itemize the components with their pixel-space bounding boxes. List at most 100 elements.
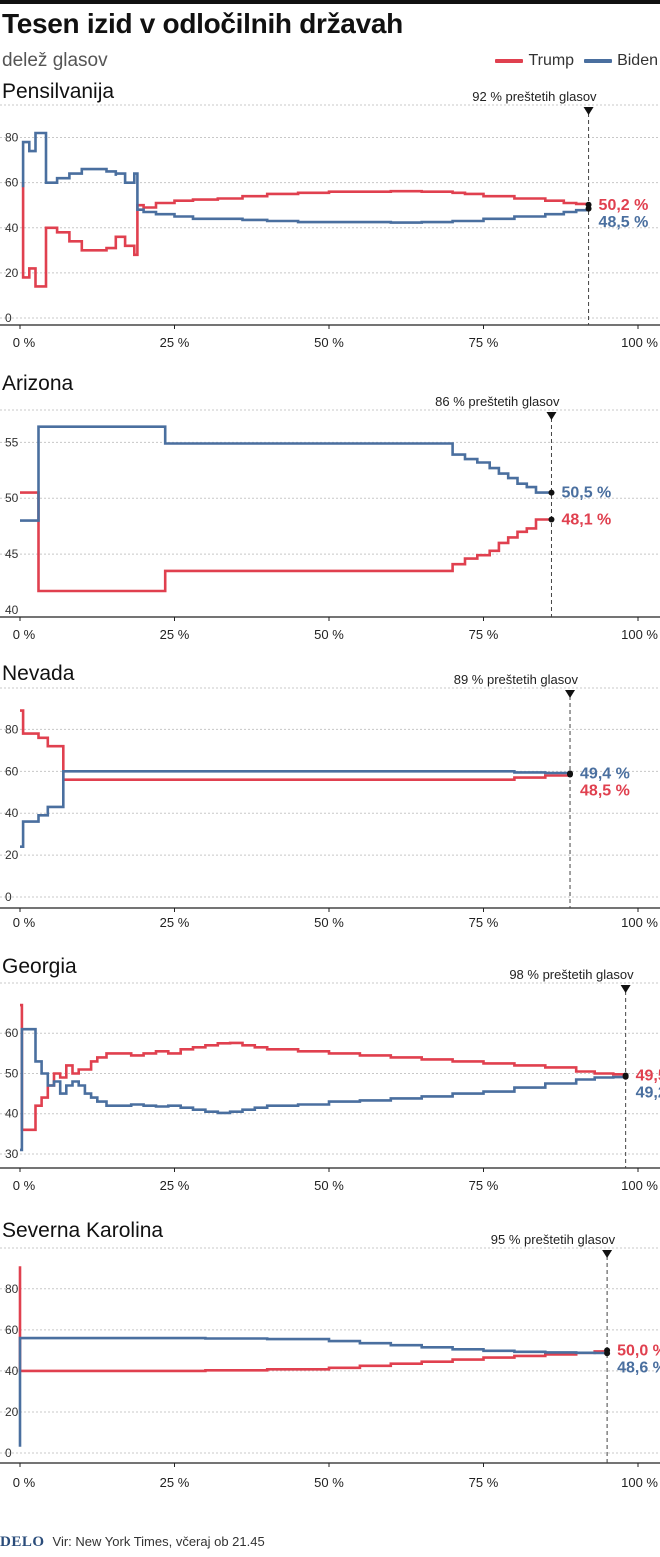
x-tick-label: 50 %	[314, 915, 344, 930]
y-tick-label: 0	[5, 311, 12, 325]
x-tick-label: 75 %	[469, 627, 499, 642]
final-value-trump: 48,1 %	[561, 511, 611, 528]
series-line-biden	[20, 425, 552, 522]
y-tick-label: 80	[5, 1282, 19, 1296]
x-tick-label: 100 %	[621, 1178, 658, 1193]
series-line-trump	[20, 1003, 627, 1132]
y-tick-label: 50	[5, 491, 19, 505]
x-tick-label: 25 %	[160, 627, 190, 642]
chart-pensilvanija: Pensilvanija 0 20 40 60 80 0 % 25 % 50 % 75 % 100 …	[0, 80, 660, 350]
x-tick-label: 100 %	[621, 627, 658, 642]
counted-label: 89 % preštetih glasov	[454, 672, 579, 687]
page-title: Tesen izid v odločilnih državah	[2, 8, 403, 39]
x-tick-label: 50 %	[314, 1178, 344, 1193]
legend: Trump Biden	[495, 52, 658, 70]
series-line-trump	[21, 182, 590, 288]
y-tick-label: 40	[5, 603, 19, 617]
y-tick-label: 80	[5, 131, 19, 145]
final-value-biden: 50,5 %	[561, 485, 611, 502]
y-tick-label: 0	[5, 1446, 12, 1460]
y-tick-label: 0	[5, 890, 12, 904]
series-line-biden	[18, 1336, 609, 1447]
y-tick-label: 20	[5, 266, 19, 280]
x-tick-label: 75 %	[469, 335, 499, 350]
x-tick-label: 100 %	[621, 1475, 658, 1490]
x-tick-label: 75 %	[469, 1475, 499, 1490]
chart-severna-karolina: Severna Karolina 0 20 40 60 80 0 % 25 % 50 % 75 %…	[0, 1219, 660, 1490]
x-tick-label: 0 %	[13, 1178, 36, 1193]
final-value-biden: 49,2 %	[636, 1084, 660, 1101]
chart-title: Pensilvanija	[2, 80, 114, 103]
y-tick-label: 40	[5, 221, 19, 235]
series-line-biden	[21, 131, 590, 224]
chart-title: Severna Karolina	[2, 1219, 163, 1242]
top-rule	[0, 0, 660, 4]
y-tick-label: 45	[5, 547, 19, 561]
footer-source: Vir: New York Times, včeraj ob 21.45	[52, 1534, 265, 1549]
counted-label: 92 % preštetih glasov	[472, 89, 597, 104]
legend-item-trump: Trump	[495, 52, 574, 70]
legend-item-biden: Biden	[584, 52, 658, 70]
y-tick-label: 80	[5, 722, 19, 736]
x-tick-label: 0 %	[13, 915, 36, 930]
footer-brand-logo: DELO	[0, 1534, 45, 1550]
series-end-dot-biden	[548, 489, 555, 496]
series-line-trump	[20, 491, 552, 593]
series-end-dot-trump	[567, 771, 574, 778]
y-tick-label: 60	[5, 764, 19, 778]
chart-title: Nevada	[2, 662, 75, 685]
series-end-dot-biden	[604, 1350, 611, 1357]
x-tick-label: 25 %	[160, 915, 190, 930]
chart-title: Georgia	[2, 955, 77, 978]
counted-label: 98 % preštetih glasov	[509, 967, 634, 982]
y-tick-label: 55	[5, 435, 19, 449]
final-value-trump: 48,5 %	[580, 782, 630, 799]
chart-georgia: Georgia 30 40 50 60 0 % 25 % 50 % 75 % 100 % 98 % …	[0, 955, 660, 1193]
x-tick-label: 50 %	[314, 335, 344, 350]
series-end-dot-biden	[585, 205, 592, 212]
counted-marker-triangle	[602, 1250, 613, 1258]
chart-nevada: Nevada 0 20 40 60 80 0 % 25 % 50 % 75 % 100 % 89 % …	[0, 662, 660, 930]
x-tick-label: 0 %	[13, 627, 36, 642]
final-value-biden: 49,4 %	[580, 765, 630, 782]
x-tick-label: 0 %	[13, 335, 36, 350]
y-tick-label: 40	[5, 1364, 19, 1378]
x-tick-label: 0 %	[13, 1475, 36, 1490]
series-line-biden	[20, 769, 572, 849]
chart-arizona: Arizona 40 45 50 55 0 % 25 % 50 % 75 % 100 % 86 % …	[0, 372, 660, 642]
legend-swatch-biden	[584, 59, 613, 63]
series-end-dot-biden	[622, 1073, 629, 1080]
final-value-trump: 50,2 %	[599, 197, 649, 214]
x-tick-label: 25 %	[160, 1475, 190, 1490]
counted-label: 86 % preštetih glasov	[435, 394, 560, 409]
final-value-biden: 48,5 %	[599, 214, 649, 231]
footer: DELO Vir: New York Times, včeraj ob 21.45	[0, 1534, 660, 1551]
final-value-trump: 49,5 %	[636, 1067, 660, 1084]
x-tick-label: 50 %	[314, 627, 344, 642]
counted-marker-triangle	[546, 412, 557, 420]
y-tick-label: 60	[5, 176, 19, 190]
x-tick-label: 100 %	[621, 915, 658, 930]
series-line-trump	[18, 1266, 609, 1373]
final-value-biden: 48,6 %	[617, 1359, 660, 1376]
counted-marker-triangle	[620, 985, 631, 993]
y-tick-label: 20	[5, 848, 19, 862]
series-end-dot-trump	[548, 516, 555, 523]
legend-label-trump: Trump	[528, 52, 575, 69]
x-tick-label: 25 %	[160, 335, 190, 350]
page-subtitle: delež glasov	[2, 50, 108, 71]
legend-label-biden: Biden	[617, 52, 658, 69]
y-tick-label: 50	[5, 1066, 19, 1080]
y-tick-label: 40	[5, 1107, 19, 1121]
x-tick-label: 100 %	[621, 335, 658, 350]
y-tick-label: 40	[5, 806, 19, 820]
chart-title: Arizona	[2, 372, 74, 395]
y-tick-label: 20	[5, 1405, 19, 1419]
x-tick-label: 25 %	[160, 1178, 190, 1193]
x-tick-label: 75 %	[469, 915, 499, 930]
y-tick-label: 60	[5, 1026, 19, 1040]
counted-marker-triangle	[583, 107, 594, 115]
